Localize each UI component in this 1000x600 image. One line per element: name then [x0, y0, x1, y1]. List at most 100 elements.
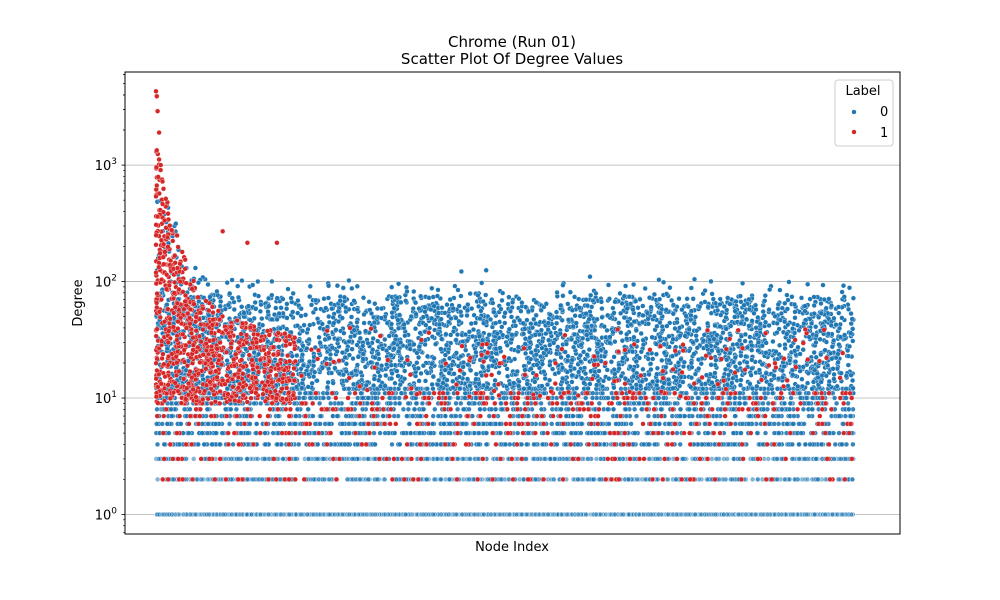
point-label-0	[275, 413, 281, 419]
point-label-0	[499, 406, 505, 412]
point-label-0	[600, 390, 606, 396]
point-label-0	[774, 476, 780, 482]
point-label-0	[247, 421, 253, 427]
point-label-0	[372, 395, 379, 401]
point-label-0	[322, 476, 328, 482]
point-label-0	[796, 456, 802, 462]
point-label-0	[610, 406, 617, 412]
point-label-0	[412, 406, 418, 412]
point-label-0	[719, 421, 725, 427]
point-label-0	[287, 421, 293, 427]
point-label-0	[547, 377, 553, 383]
point-label-0	[754, 430, 760, 436]
point-label-0	[551, 511, 557, 518]
point-label-0	[355, 511, 361, 518]
point-label-0	[523, 511, 529, 518]
point-label-0	[382, 430, 388, 436]
point-label-0	[442, 430, 448, 436]
point-label-0	[430, 386, 436, 392]
point-label-0	[724, 456, 730, 462]
point-label-0	[760, 400, 766, 406]
point-label-0	[834, 511, 840, 518]
point-label-0	[605, 395, 611, 401]
point-label-0	[159, 511, 165, 518]
point-label-0	[691, 406, 698, 412]
point-label-0	[424, 386, 430, 392]
point-label-0	[639, 406, 645, 412]
point-label-0	[312, 421, 318, 427]
point-label-0	[346, 390, 353, 396]
point-label-0	[405, 406, 411, 412]
point-label-0	[636, 400, 642, 406]
point-label-0	[217, 441, 223, 447]
point-label-0	[597, 476, 603, 482]
point-label-0	[623, 406, 629, 412]
point-label-0	[601, 430, 608, 436]
point-label-0	[236, 456, 242, 462]
point-label-0	[166, 430, 172, 436]
point-label-0	[296, 441, 302, 447]
point-label-0	[237, 511, 243, 518]
point-label-0	[515, 430, 521, 436]
point-label-0	[809, 395, 816, 401]
point-label-0	[709, 395, 715, 401]
point-label-0	[849, 476, 856, 482]
point-label-0	[641, 441, 647, 447]
point-label-0	[424, 456, 430, 462]
point-label-0	[233, 406, 239, 412]
point-label-0	[789, 456, 795, 462]
point-label-0	[519, 441, 525, 447]
point-label-0	[441, 421, 447, 427]
point-label-0	[658, 406, 664, 412]
point-label-0	[457, 413, 463, 419]
point-label-0	[653, 400, 659, 406]
point-label-0	[569, 511, 575, 518]
point-label-0	[838, 456, 844, 462]
point-label-0	[578, 430, 584, 436]
point-label-0	[350, 356, 356, 362]
point-label-0	[428, 430, 434, 436]
point-label-0	[226, 421, 233, 427]
point-label-0	[665, 476, 671, 482]
point-label-0	[800, 406, 806, 412]
point-label-0	[696, 430, 702, 436]
point-label-0	[336, 400, 342, 406]
point-label-0	[632, 406, 638, 412]
point-label-0	[611, 354, 617, 360]
point-label-0	[317, 421, 323, 427]
point-label-0	[806, 413, 812, 419]
point-label-0	[429, 421, 436, 427]
point-label-0	[418, 370, 424, 376]
point-label-0	[305, 406, 311, 412]
point-label-0	[508, 314, 515, 320]
point-label-0	[553, 430, 560, 436]
point-label-0	[750, 476, 756, 482]
point-label-0	[178, 421, 184, 427]
point-label-0	[843, 386, 849, 392]
point-label-0	[294, 406, 301, 412]
point-label-0	[541, 390, 547, 396]
point-label-0	[486, 413, 492, 419]
point-label-0	[714, 413, 720, 419]
point-label-0	[738, 430, 744, 436]
point-label-0	[698, 413, 704, 419]
point-label-0	[455, 395, 461, 401]
point-label-0	[554, 395, 560, 401]
point-label-0	[796, 421, 802, 427]
point-label-0	[358, 390, 364, 396]
point-label-0	[420, 511, 426, 518]
point-label-0	[438, 441, 444, 447]
point-label-0	[575, 441, 581, 447]
point-label-0	[599, 306, 605, 312]
point-label-0	[776, 441, 782, 447]
point-label-0	[223, 456, 229, 462]
point-label-0	[549, 421, 555, 427]
point-label-0	[700, 386, 706, 392]
point-label-0	[822, 476, 828, 482]
point-label-0	[357, 476, 363, 482]
point-label-0	[472, 400, 478, 406]
point-label-0	[201, 441, 207, 447]
point-label-0	[262, 456, 268, 462]
point-label-0	[568, 430, 574, 436]
point-label-0	[839, 511, 845, 518]
